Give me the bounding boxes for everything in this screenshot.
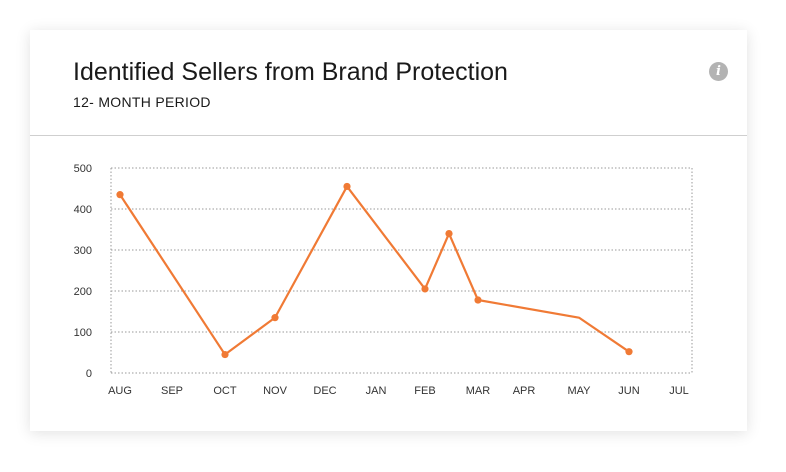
chart-title: Identified Sellers from Brand Protection bbox=[73, 58, 508, 86]
chart-card: Identified Sellers from Brand Protection… bbox=[30, 30, 747, 431]
x-tick-label: SEP bbox=[161, 385, 183, 397]
data-point[interactable] bbox=[625, 348, 633, 356]
chart-series bbox=[116, 182, 633, 359]
series-line bbox=[119, 185, 630, 356]
y-tick-label: 200 bbox=[74, 286, 92, 298]
data-point[interactable] bbox=[474, 296, 482, 304]
x-tick-label: JUL bbox=[669, 385, 689, 397]
y-tick-label: 300 bbox=[74, 245, 92, 257]
chart-grid bbox=[110, 167, 693, 374]
x-tick-label: JUN bbox=[618, 385, 639, 397]
x-tick-label: OCT bbox=[213, 385, 237, 397]
x-tick-label: APR bbox=[513, 385, 536, 397]
x-tick-label: JAN bbox=[366, 385, 387, 397]
y-tick-label: 0 bbox=[86, 368, 92, 380]
x-tick-label: NOV bbox=[263, 385, 288, 397]
x-tick-label: AUG bbox=[108, 385, 132, 397]
data-point[interactable] bbox=[343, 182, 351, 191]
chart-subtitle: 12- MONTH PERIOD bbox=[73, 94, 211, 110]
card-header: Identified Sellers from Brand Protection… bbox=[30, 30, 747, 136]
y-axis-ticks: 0 100 200 300 400 500 bbox=[74, 163, 92, 380]
x-tick-label: FEB bbox=[414, 385, 435, 397]
data-point[interactable] bbox=[445, 230, 453, 238]
x-tick-label: DEC bbox=[313, 385, 336, 397]
data-point[interactable] bbox=[271, 314, 279, 322]
info-icon[interactable]: i bbox=[709, 62, 728, 81]
y-tick-label: 400 bbox=[74, 204, 92, 216]
x-tick-label: MAY bbox=[567, 385, 591, 397]
y-tick-label: 100 bbox=[74, 327, 92, 339]
x-axis-ticks: AUG SEP OCT NOV DEC JAN FEB MAR APR MAY JUN JUL bbox=[108, 385, 689, 397]
data-point[interactable] bbox=[116, 191, 124, 199]
data-point[interactable] bbox=[221, 350, 229, 359]
x-tick-label: MAR bbox=[466, 385, 491, 397]
data-point[interactable] bbox=[421, 285, 429, 293]
y-tick-label: 500 bbox=[74, 163, 92, 175]
